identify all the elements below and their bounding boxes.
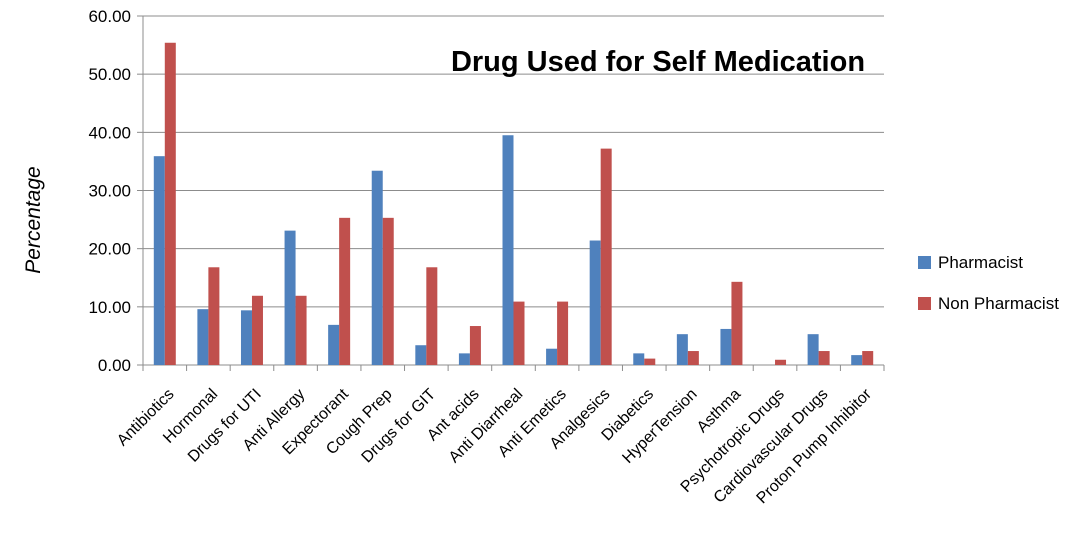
bar-pharmacist	[458, 353, 470, 365]
bar-pharmacist	[720, 328, 732, 365]
bar-non-pharmacist	[818, 351, 830, 365]
bar-non-pharmacist	[687, 351, 699, 365]
bar-pharmacist	[197, 309, 209, 365]
y-tick-label: 50.00	[88, 65, 131, 84]
legend-label-pharmacist: Pharmacist	[938, 253, 1023, 272]
bar-pharmacist	[153, 156, 165, 365]
bar-non-pharmacist	[382, 217, 394, 365]
y-axis-label: Percentage	[22, 166, 45, 273]
bar-pharmacist	[589, 240, 601, 365]
y-tick-label: 20.00	[88, 240, 131, 259]
bar-pharmacist	[807, 334, 819, 365]
legend: Pharmacist Non Pharmacist	[918, 253, 1059, 313]
bar-non-pharmacist	[164, 42, 176, 366]
y-tick-labels: 0.00 10.00 20.00 30.00 40.00 50.00 60.00	[88, 7, 131, 375]
chart-title: Drug Used for Self Medication	[451, 46, 865, 78]
bar-non-pharmacist	[295, 295, 307, 365]
bar-non-pharmacist	[469, 326, 481, 365]
y-tick-label: 0.00	[98, 356, 131, 375]
bar-non-pharmacist	[339, 217, 351, 365]
bar-pharmacist	[284, 230, 296, 365]
bar-pharmacist	[851, 355, 863, 365]
bar-pharmacist	[502, 135, 514, 365]
bar-non-pharmacist	[600, 148, 612, 365]
bar-pharmacist	[328, 324, 340, 365]
y-tick-label: 30.00	[88, 182, 131, 201]
y-tick-label: 40.00	[88, 123, 131, 142]
legend-swatch-non-pharmacist	[918, 297, 931, 310]
bar-non-pharmacist	[513, 301, 525, 365]
bar-pharmacist	[415, 345, 427, 365]
bar-pharmacist	[676, 334, 688, 365]
bar-non-pharmacist	[862, 351, 874, 365]
bar-non-pharmacist	[251, 295, 263, 365]
bar-pharmacist	[546, 348, 558, 365]
bar-non-pharmacist	[731, 281, 743, 365]
bars	[153, 42, 874, 366]
bar-non-pharmacist	[208, 267, 220, 365]
y-tick-label: 60.00	[88, 7, 131, 26]
legend-label-non-pharmacist: Non Pharmacist	[938, 294, 1059, 313]
bar-pharmacist	[240, 310, 252, 365]
bar-non-pharmacist	[644, 358, 656, 365]
bar-pharmacist	[371, 170, 383, 365]
bar-pharmacist	[633, 353, 645, 365]
bar-non-pharmacist	[557, 301, 569, 365]
bar-non-pharmacist	[775, 359, 787, 365]
bar-non-pharmacist	[426, 267, 438, 365]
y-tick-label: 10.00	[88, 298, 131, 317]
legend-swatch-pharmacist	[918, 256, 931, 269]
